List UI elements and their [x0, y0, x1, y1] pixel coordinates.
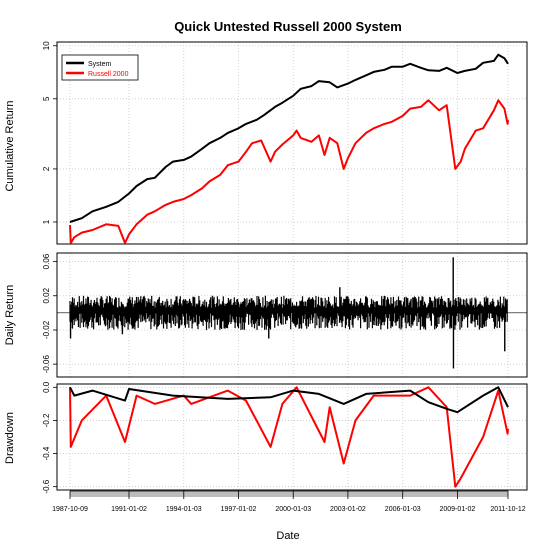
x-tick-label-7: 2009-01-02	[439, 506, 475, 513]
series-russell-2	[69, 386, 509, 488]
ytick-label-2-1: -0.4	[42, 446, 51, 460]
x-tick-label-3: 1997-01-02	[221, 506, 257, 513]
panel-drawdown-series	[69, 386, 509, 488]
legend-box	[61, 54, 139, 81]
panel-drawdown-grid	[57, 384, 527, 490]
x-axis: 1987-10-09 1991-01-02 1994-01-03 1997-01-02…	[52, 490, 526, 513]
series-system-0	[69, 53, 509, 223]
x-tick-label-8: 2011-10-12	[490, 506, 525, 513]
panel-cumulative-yticks: 1 2 5 10	[42, 41, 57, 224]
ytick-label-2-0: -0.6	[42, 479, 51, 493]
chart-title: Quick Untested Russell 2000 System	[174, 19, 402, 34]
x-axis-date-rug	[70, 491, 508, 497]
panel-daily-grid	[57, 253, 527, 377]
series-russell-0	[69, 99, 509, 244]
x-tick-label-0: 1987-10-09	[52, 506, 88, 513]
ytick-label-1-1: -0.02	[42, 320, 51, 339]
legend-label-russell: Russell 2000	[88, 71, 129, 78]
panel-daily-yticks: -0.06 -0.02 0.02 0.06	[42, 253, 57, 373]
legend: System Russell 2000	[61, 54, 139, 81]
ytick-label-2-2: -0.2	[42, 413, 51, 427]
panel-cumulative: 1 2 5 10 Cumulative Return System Russell 2…	[4, 41, 528, 245]
ytick-label-0-1: 2	[42, 166, 51, 171]
ytick-label-1-0: -0.06	[42, 355, 51, 374]
x-tick-label-2: 1994-01-03	[166, 506, 202, 513]
panel-cumulative-series	[69, 53, 509, 244]
ytick-label-0-2: 5	[42, 96, 51, 101]
x-axis-label: Date	[276, 530, 299, 542]
ytick-label-0-3: 10	[42, 41, 51, 50]
x-tick-label-5: 2003-01-02	[330, 506, 366, 513]
panel-drawdown: -0.6 -0.4 -0.2 0.0 Drawdown	[4, 381, 528, 494]
panel-daily: -0.06 -0.02 0.02 0.06 Daily Return	[4, 252, 528, 378]
x-tick-label-1: 1991-01-02	[111, 506, 147, 513]
series-system-2	[69, 386, 509, 414]
x-tick-label-6: 2006-01-03	[385, 506, 421, 513]
series-daily-noise	[69, 295, 508, 330]
ytick-label-1-2: 0.02	[42, 287, 51, 303]
panel-cumulative-frame	[56, 41, 528, 245]
panel-daily-ylabel: Daily Return	[4, 285, 16, 346]
panel-daily-series	[57, 257, 527, 369]
ytick-label-0-0: 1	[42, 219, 51, 224]
legend-label-system: System	[88, 61, 112, 68]
panel-drawdown-frame	[56, 383, 528, 491]
panel-cumulative-ylabel: Cumulative Return	[4, 100, 16, 191]
ytick-label-1-3: 0.06	[42, 253, 51, 269]
x-tick-label-4: 2000-01-03	[275, 506, 311, 513]
ytick-label-2-3: 0.0	[42, 381, 51, 393]
panel-drawdown-yticks: -0.6 -0.4 -0.2 0.0	[42, 381, 57, 494]
panel-drawdown-ylabel: Drawdown	[4, 412, 16, 464]
panel-cumulative-grid	[57, 42, 527, 244]
panel-daily-frame	[56, 252, 528, 378]
